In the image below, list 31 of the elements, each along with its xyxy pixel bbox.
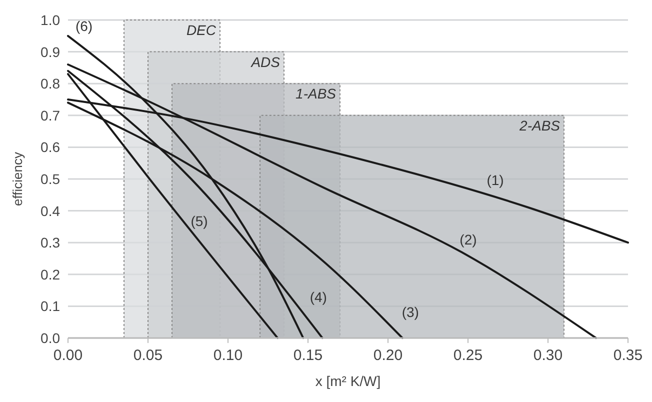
y-tick-label: 1.0 (40, 12, 60, 28)
series-label: 1-ABS (296, 86, 337, 102)
y-tick-label: 0.9 (40, 44, 60, 60)
y-tick-label: 0.6 (40, 139, 60, 156)
x-tick-label: 0.15 (293, 347, 323, 364)
series-label: (3) (402, 304, 419, 320)
series-label: 2-ABS (518, 117, 561, 134)
y-axis-title: efficiency (10, 152, 25, 206)
series-label: (2) (460, 231, 477, 248)
series-label: ADS (250, 54, 281, 70)
y-tick-label: 0.4 (40, 202, 60, 219)
y-tick-label: 0.5 (40, 171, 60, 187)
x-tick-label: 0.10 (213, 347, 243, 364)
x-tick-label: 0.00 (53, 347, 83, 364)
series-label: DEC (186, 22, 217, 38)
y-tick-label: 0.8 (40, 76, 60, 92)
series-label: (4) (310, 289, 327, 305)
x-axis-title: x [m² K/W] (315, 373, 381, 389)
x-tick-label: 0.20 (373, 347, 403, 364)
y-tick-label: 0.0 (40, 330, 60, 346)
series-label: (1) (486, 172, 504, 188)
y-tick-label: 0.3 (40, 234, 60, 251)
x-tick-label: 0.35 (613, 347, 643, 364)
x-tick-label: 0.05 (133, 347, 163, 364)
series-label: (6) (75, 18, 93, 34)
y-tick-label: 0.2 (40, 266, 60, 282)
y-tick-label: 0.1 (40, 298, 60, 314)
x-tick-label: 0.25 (453, 347, 483, 364)
series-label: (5) (190, 212, 208, 229)
y-tick-label: 0.7 (40, 107, 60, 124)
x-tick-label: 0.30 (533, 347, 563, 364)
